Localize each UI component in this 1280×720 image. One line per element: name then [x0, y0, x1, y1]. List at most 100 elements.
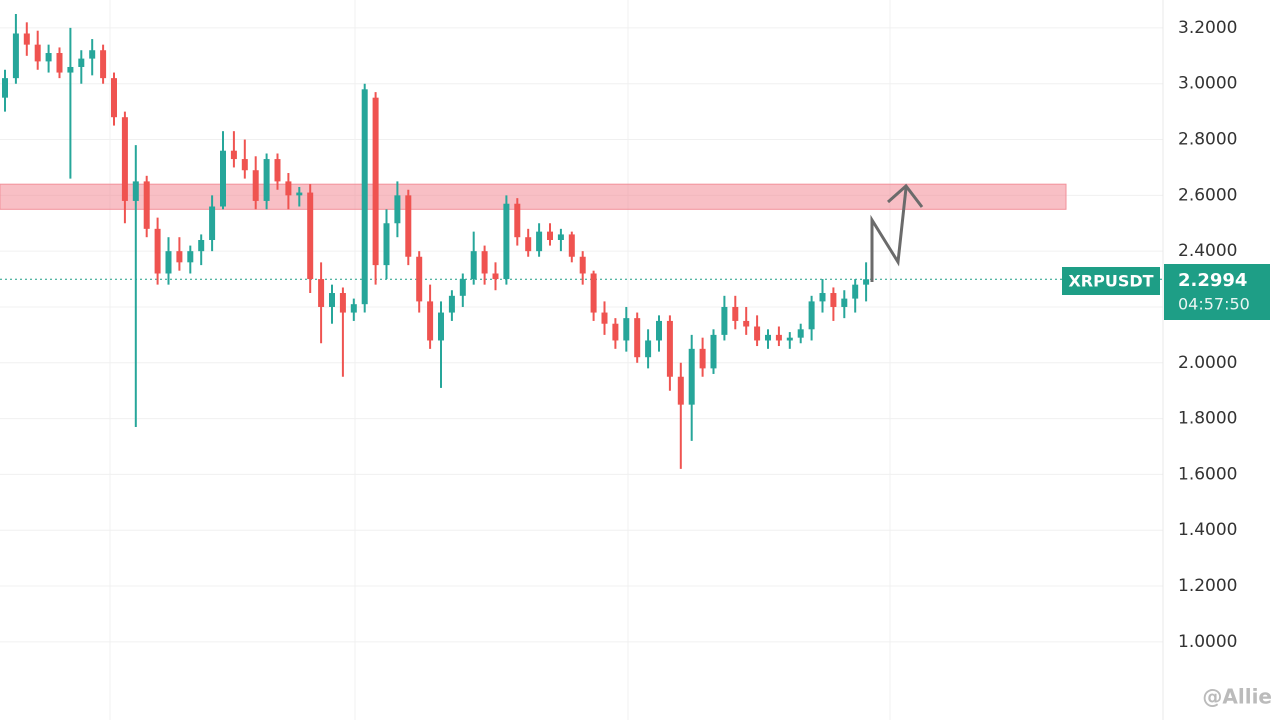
candle-body: [492, 273, 499, 280]
y-tick-label: 2.4000: [1178, 241, 1237, 261]
y-tick-label: 1.8000: [1178, 409, 1237, 429]
arrow-head: [887, 183, 924, 208]
candle-body: [830, 293, 837, 307]
candle-body: [721, 306, 728, 335]
candle-body: [732, 306, 739, 321]
candle-body: [666, 320, 673, 377]
candles: [2, 13, 870, 469]
candle-body: [209, 206, 216, 240]
y-tick-label: 1.6000: [1178, 464, 1237, 484]
candle-body: [220, 150, 226, 207]
candle-body: [819, 293, 826, 302]
candle-body: [274, 159, 281, 182]
candle-body: [339, 293, 346, 313]
candle-body: [350, 304, 357, 313]
candle-body: [710, 334, 717, 369]
candle-body: [187, 251, 194, 263]
price-label-bg: [1164, 264, 1270, 320]
candle-body: [121, 117, 128, 201]
candle-body: [557, 234, 564, 240]
candle-body: [699, 348, 706, 369]
candle-body: [329, 293, 335, 307]
candle-body: [230, 150, 237, 160]
y-tick-label: 2.8000: [1178, 130, 1237, 150]
candle-body: [448, 295, 455, 313]
watermark: @Allie: [1202, 685, 1272, 709]
candle-body: [568, 234, 575, 257]
candle-body: [111, 78, 117, 118]
projection-arrow: [870, 187, 908, 282]
candle-body: [318, 279, 325, 307]
candle-body: [252, 170, 259, 201]
y-tick-label: 2.6000: [1178, 185, 1237, 205]
price-axis: 1.00001.20001.40001.60001.80002.00002.20…: [1178, 18, 1237, 652]
candle-body: [45, 53, 52, 62]
candle-body: [198, 240, 205, 252]
candle-body: [590, 273, 597, 313]
candle-body: [808, 301, 815, 330]
candle-body: [394, 195, 401, 224]
candle-body: [459, 279, 466, 296]
candle-body: [100, 50, 107, 79]
symbol-label-bg: [1062, 267, 1160, 295]
candle-body: [775, 334, 782, 341]
candle-body: [23, 33, 30, 45]
candle-body: [656, 320, 662, 341]
candle-body: [623, 318, 630, 341]
candle-body: [765, 334, 771, 341]
candle-body: [797, 329, 804, 338]
candle-body: [383, 223, 390, 266]
candle-body: [285, 181, 292, 196]
candle-body: [78, 58, 85, 67]
y-tick-label: 2.0000: [1178, 353, 1237, 373]
symbol-label: XRPUSDT: [1068, 272, 1153, 291]
countdown: 04:57:50: [1178, 295, 1250, 314]
candle-body: [536, 231, 543, 252]
candle-body: [361, 89, 368, 305]
candle-body: [754, 326, 761, 341]
candle-body: [601, 312, 608, 324]
candle-body: [612, 323, 619, 341]
candle-body: [12, 33, 19, 79]
candle-body: [176, 251, 183, 263]
candle-body: [481, 251, 488, 274]
y-tick-label: 1.0000: [1178, 632, 1237, 652]
y-tick-label: 3.0000: [1178, 74, 1237, 94]
candle-body: [67, 66, 74, 73]
y-tick-label: 1.4000: [1178, 520, 1237, 540]
candle-body: [307, 192, 314, 280]
candle-body: [416, 256, 423, 302]
candle-body: [786, 337, 793, 341]
candle-body: [852, 284, 859, 299]
candle-body: [863, 279, 870, 285]
candle-body: [154, 228, 161, 274]
candle-body: [470, 251, 477, 280]
candle-body: [296, 192, 303, 196]
candle-body: [132, 181, 139, 201]
candle-body: [372, 97, 379, 266]
y-tick-label: 1.2000: [1178, 576, 1237, 596]
candle-body: [143, 181, 150, 229]
resistance-zone: [0, 183, 1067, 210]
candle-body: [2, 78, 8, 98]
candle-body: [503, 203, 510, 280]
zone-layer: [0, 183, 1163, 280]
candle-body: [688, 348, 695, 405]
candle-body: [241, 159, 248, 171]
candle-body: [263, 159, 270, 201]
candle-body: [634, 318, 641, 358]
candle-body: [165, 251, 172, 274]
candle-body: [547, 231, 553, 240]
y-tick-label: 3.2000: [1178, 18, 1237, 38]
candle-body: [405, 195, 412, 257]
grid: [0, 0, 1163, 720]
candle-body: [89, 50, 96, 59]
candle-body: [34, 44, 41, 62]
last-price: 2.2994: [1178, 270, 1247, 291]
candle-body: [645, 340, 652, 358]
candle-body: [514, 203, 521, 238]
candle-body: [677, 376, 684, 405]
candle-body: [525, 237, 532, 252]
candle-body: [427, 301, 434, 341]
